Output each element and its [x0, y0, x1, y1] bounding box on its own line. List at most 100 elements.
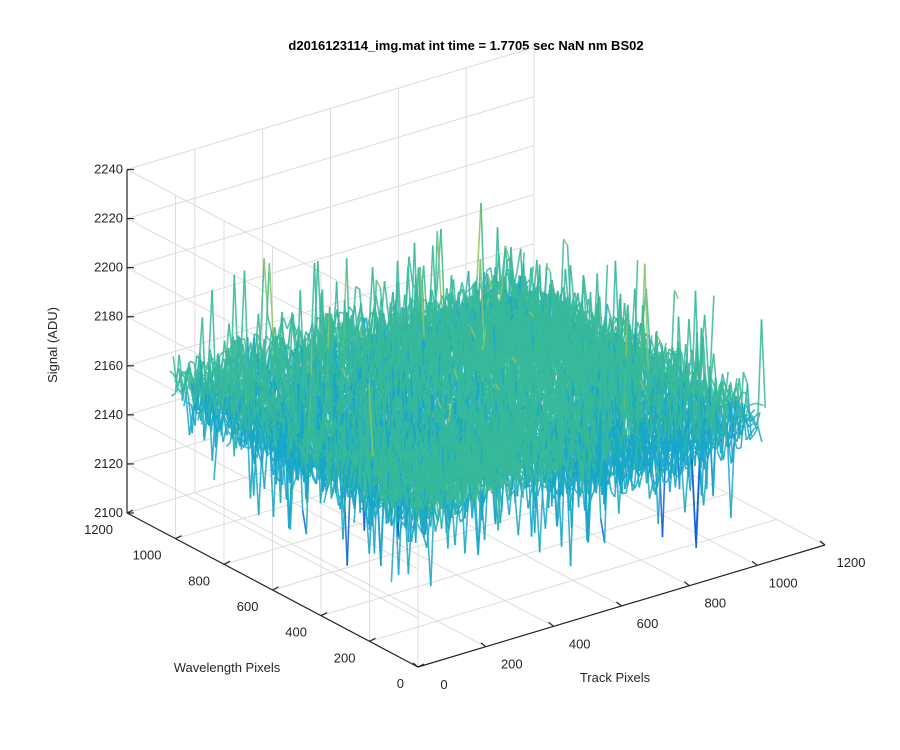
surface-segment — [232, 376, 239, 404]
surface-segment — [367, 330, 373, 336]
surface-segment — [210, 356, 216, 363]
surface-segment — [174, 368, 180, 383]
surface-segment — [482, 280, 489, 299]
surface-segment — [231, 429, 237, 437]
surface-segment — [379, 287, 385, 327]
surface-segment — [292, 377, 298, 383]
surface-segment — [294, 353, 300, 376]
surface-segment — [254, 333, 259, 336]
surface-segment — [224, 379, 231, 396]
surface-segment — [206, 401, 212, 412]
surface-segment — [223, 399, 230, 414]
surface-segment — [290, 373, 297, 399]
surface-segment — [437, 307, 443, 319]
surface-segment — [512, 272, 518, 292]
surface-segment — [345, 258, 352, 377]
surface-segment — [204, 389, 210, 426]
surface-segment — [293, 325, 299, 336]
surface-segment — [209, 368, 216, 406]
surface-segment — [510, 247, 516, 310]
surface-segment — [315, 391, 322, 415]
surface-segment — [320, 363, 327, 375]
surface-segment — [264, 263, 271, 346]
surface-segment — [219, 340, 226, 379]
surface-segment — [236, 409, 243, 423]
surface-segment — [189, 360, 195, 365]
surface-segment — [408, 256, 414, 286]
surface-segment — [407, 267, 413, 328]
surface-segment — [383, 281, 390, 316]
surface-segment — [213, 395, 219, 406]
surface-segment — [179, 370, 185, 376]
surface-segment — [383, 326, 389, 336]
surface-segment — [243, 270, 250, 378]
surface-segment — [169, 370, 174, 375]
surface-segment — [219, 393, 225, 397]
surface-segment — [332, 281, 338, 352]
surface-segment — [452, 279, 458, 326]
surface-segment — [258, 367, 264, 385]
surface-segment — [207, 388, 214, 416]
surface-segment — [185, 372, 191, 391]
surface-segment — [375, 279, 382, 289]
surface-segment — [231, 404, 237, 429]
surface-segment — [461, 282, 467, 300]
surface-segment — [508, 310, 515, 317]
surface-segment — [516, 248, 522, 273]
surface-segment — [266, 341, 272, 351]
surface-segment — [367, 364, 374, 382]
surface-segment — [436, 230, 442, 303]
surface-segment — [227, 430, 233, 437]
surface-segment — [200, 375, 207, 425]
surface-segment — [218, 402, 225, 414]
surface-plot — [169, 202, 767, 587]
surface-segment — [287, 312, 293, 346]
surface-segment — [366, 369, 372, 384]
surface-segment — [350, 351, 357, 380]
surface-segment — [194, 403, 200, 410]
surface-segment — [339, 311, 344, 314]
surface-segment — [440, 305, 446, 321]
surface-segment — [504, 245, 510, 259]
surface-segment — [268, 263, 274, 338]
surface-segment — [222, 423, 228, 443]
surface-segment — [250, 352, 256, 421]
surface-segment — [190, 389, 196, 405]
surface-segment — [225, 442, 231, 447]
surface-segment — [288, 370, 294, 382]
surface-segment — [177, 371, 184, 384]
surface-segment — [562, 238, 569, 246]
surface-segment — [212, 379, 218, 394]
surface-segment — [521, 279, 528, 304]
surface-segment — [369, 343, 374, 348]
surface-segment — [479, 298, 485, 327]
surface-segment — [234, 404, 241, 416]
surface-segment — [193, 405, 199, 411]
surface-segment — [368, 267, 374, 336]
surface-segment — [229, 384, 235, 414]
surface-segment — [482, 270, 488, 298]
surface-segment — [237, 335, 243, 377]
surface-segment — [274, 335, 280, 393]
surface-segment — [508, 257, 514, 291]
surface-segment — [396, 260, 403, 333]
surface-segment — [532, 259, 538, 304]
surface-segment — [232, 367, 238, 379]
surface-segment — [274, 375, 280, 391]
surface-segment — [330, 322, 336, 382]
surface-segment — [213, 430, 219, 480]
surface-segment — [292, 364, 298, 380]
surface-segment — [375, 295, 381, 318]
surface-segment — [250, 345, 257, 378]
surface-segment — [284, 365, 290, 372]
surface-segment — [466, 288, 471, 293]
surface-segment — [192, 379, 198, 389]
surface-segment — [189, 366, 195, 386]
surface-segment — [188, 379, 194, 386]
chart-title: d2016123114_img.mat int time = 1.7705 se… — [288, 38, 643, 53]
floor-grid-line — [369, 518, 777, 642]
surface-segment — [296, 377, 302, 385]
surface-segment — [432, 245, 438, 327]
surface-segment — [242, 372, 249, 385]
